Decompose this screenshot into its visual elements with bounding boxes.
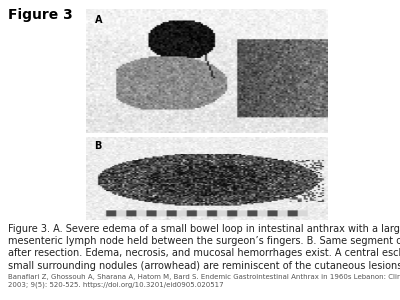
Text: Figure 3: Figure 3 [8,8,73,22]
Text: Figure 3. A. Severe edema of a small bowel loop in intestinal anthrax with a lar: Figure 3. A. Severe edema of a small bow… [8,224,400,271]
Text: Banaflari Z, Ghossouh A, Sharana A, Hatom M, Bard S. Endemic Gastrointestinal An: Banaflari Z, Ghossouh A, Sharana A, Hato… [8,274,400,288]
Text: B: B [94,141,102,151]
Text: A: A [94,15,102,25]
